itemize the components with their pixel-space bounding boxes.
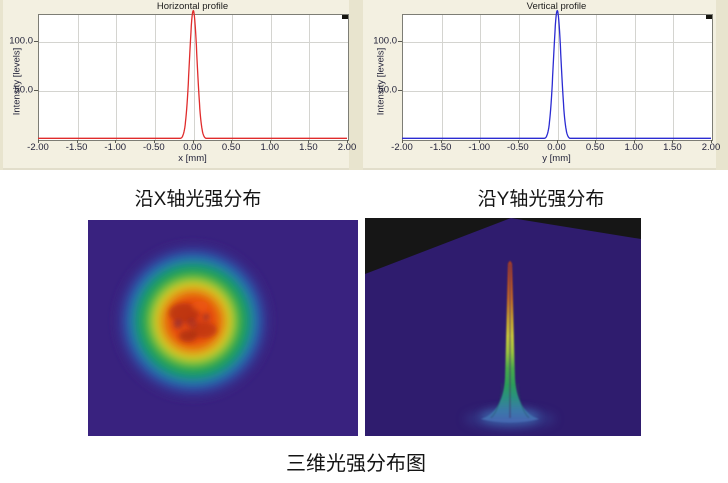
gridline (403, 90, 712, 92)
x-tick-label: 1.00 (624, 142, 644, 153)
y-tick-label: 100.0 (373, 35, 397, 47)
x-tick-mark (517, 140, 519, 143)
x-tick-mark (479, 140, 481, 143)
horizontal-profile-chart: Horizontal profile Intensity [levels] 50… (0, 0, 356, 170)
y-tick-labels: 50.0 100.0 (0, 0, 34, 170)
chart-title: Vertical profile (526, 1, 587, 12)
beam-3d-intensity-image (365, 218, 641, 436)
gridline (116, 15, 118, 140)
x-tick-labels: -2.00 -1.50 -1.00 -0.50 0.00 0.50 1.00 1.50 2.00 (0, 142, 356, 153)
x-tick-label: 1.00 (260, 142, 280, 153)
x-tick-label: 1.50 (299, 142, 318, 153)
x-tick-mark (556, 140, 558, 143)
gridline (518, 15, 520, 140)
x-tick-label: -2.00 (391, 142, 413, 153)
x-tick-label: 2.00 (701, 142, 721, 153)
caption-3d-distribution: 三维光强分布图 (286, 453, 426, 475)
panel-edge-strip-left (0, 0, 3, 170)
x-tick-mark (440, 140, 442, 143)
x-tick-label: 0.00 (183, 142, 202, 153)
beam-2d-graphic (88, 220, 358, 436)
gridline (270, 15, 272, 140)
gridline (39, 41, 348, 43)
plot-area (38, 14, 349, 141)
gridline (193, 15, 195, 140)
vertical-profile-chart: Vertical profile Intensity [levels] 50.0… (364, 0, 720, 170)
x-tick-label: -2.00 (27, 142, 49, 153)
y-tick-labels: 50.0 100.0 (364, 0, 398, 170)
x-tick-label: -0.50 (143, 142, 165, 153)
panel-edge-strip-right (716, 0, 728, 170)
x-tick-mark (308, 140, 310, 143)
caption-x-distribution: 沿X轴光强分布 (134, 189, 262, 210)
x-tick-mark (711, 140, 712, 143)
gridline (403, 41, 712, 43)
x-tick-label: -1.50 (65, 142, 88, 153)
gridline (309, 15, 311, 140)
x-tick-mark (115, 140, 117, 143)
gridline (77, 15, 79, 140)
x-tick-mark (347, 140, 348, 143)
gridline (232, 15, 234, 140)
x-tick-label: -1.00 (104, 142, 127, 153)
y-tick-mark (34, 89, 38, 91)
x-tick-mark (269, 140, 271, 143)
gridline (441, 15, 443, 140)
y-tick-label: 50.0 (378, 84, 398, 96)
x-tick-mark (672, 140, 674, 143)
beam-2d-intensity-image (88, 220, 358, 436)
x-tick-labels: -2.00 -1.50 -1.00 -0.50 0.00 0.50 1.00 1.50 2.00 (364, 142, 720, 153)
chart-title: Horizontal profile (156, 1, 229, 12)
gridline (39, 90, 348, 92)
beam-3d-graphic (365, 218, 641, 436)
gridline (154, 15, 156, 140)
x-tick-label: 0.00 (547, 142, 566, 153)
gridline (557, 15, 559, 140)
corner-marker (342, 15, 348, 19)
y-tick-mark (398, 89, 402, 91)
y-tick-mark (398, 40, 402, 42)
x-tick-mark (38, 140, 39, 143)
x-tick-mark (153, 140, 155, 143)
x-tick-label: -1.50 (429, 142, 452, 153)
x-tick-label: 0.50 (585, 142, 605, 153)
x-tick-label: 0.50 (221, 142, 241, 153)
y-tick-label: 100.0 (9, 35, 33, 47)
x-tick-mark (192, 140, 194, 143)
gridline (634, 15, 636, 140)
x-axis-label: y [mm] (542, 153, 571, 164)
x-tick-label: 1.50 (663, 142, 682, 153)
profile-charts-band: Horizontal profile Intensity [levels] 50… (0, 0, 728, 170)
gridline (480, 15, 482, 140)
corner-marker (706, 15, 712, 19)
caption-y-distribution: 沿Y轴光强分布 (477, 189, 605, 210)
x-axis-label: x [mm] (178, 153, 207, 164)
x-tick-mark (633, 140, 635, 143)
panel-divider-strip (349, 0, 363, 170)
gridline (673, 15, 675, 140)
x-tick-mark (231, 140, 233, 143)
y-tick-mark (34, 40, 38, 42)
x-tick-mark (595, 140, 597, 143)
x-tick-label: -1.00 (468, 142, 491, 153)
plot-area (402, 14, 713, 141)
y-tick-label: 50.0 (14, 84, 34, 96)
x-tick-label: -0.50 (507, 142, 529, 153)
gridline (596, 15, 598, 140)
x-tick-mark (402, 140, 403, 143)
x-tick-mark (76, 140, 78, 143)
x-tick-label: 2.00 (337, 142, 357, 153)
